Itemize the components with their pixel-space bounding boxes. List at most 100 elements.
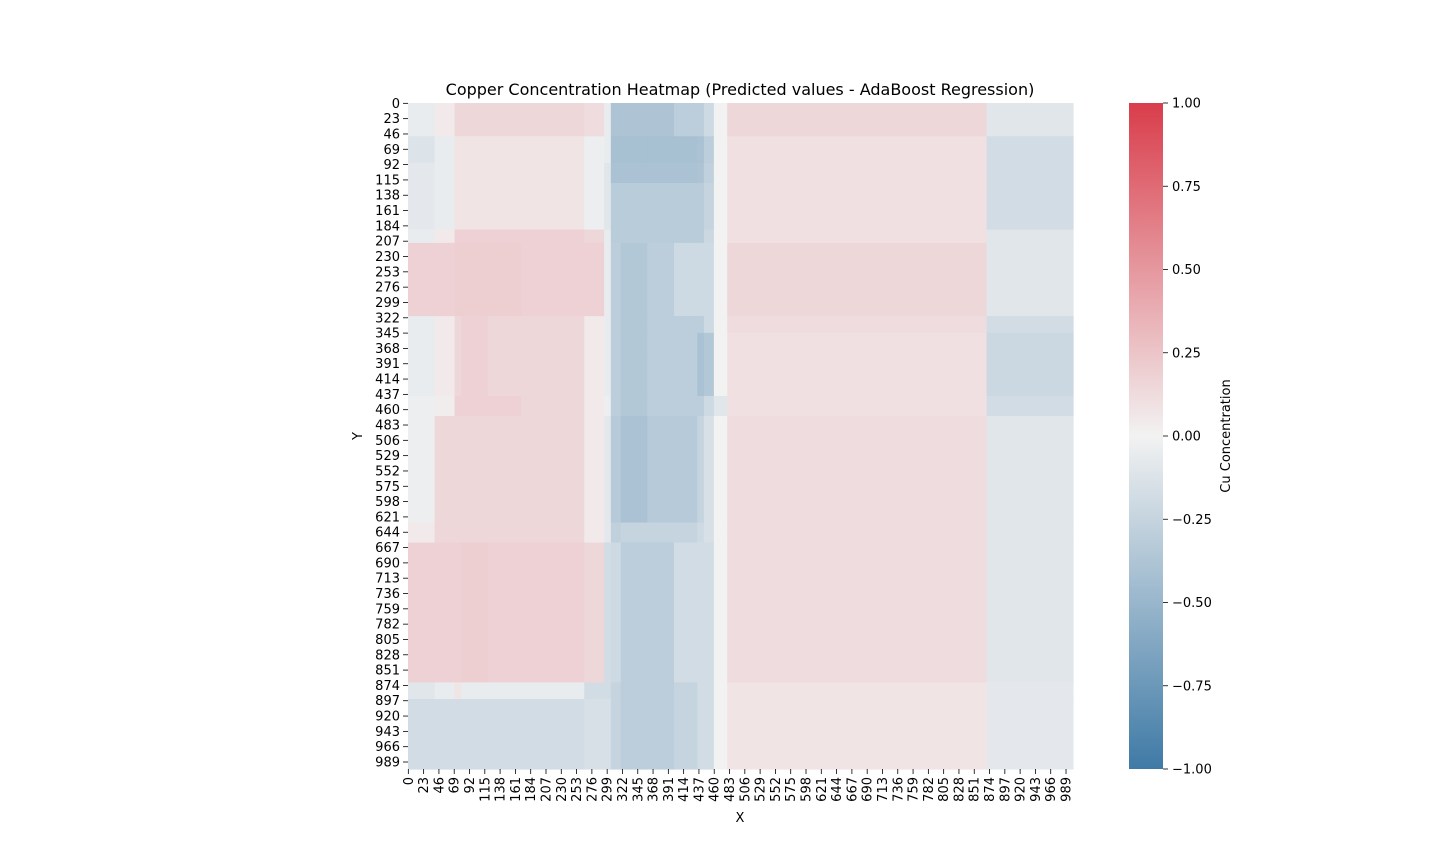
heatmap-cell bbox=[604, 103, 612, 137]
heatmap-cell bbox=[584, 332, 605, 357]
chart-title: Copper Concentration Heatmap (Predicted … bbox=[446, 80, 1035, 99]
heatmap-cell bbox=[454, 182, 462, 231]
heatmap-cell bbox=[986, 316, 1074, 334]
heatmap-cell bbox=[703, 182, 715, 231]
colorbar-tick-label: 0.50 bbox=[1172, 263, 1201, 278]
heatmap-cell bbox=[610, 136, 622, 164]
y-tick-label: 276 bbox=[375, 281, 400, 296]
heatmap-cell bbox=[604, 316, 612, 334]
heatmap-cell bbox=[713, 136, 728, 164]
y-tick-label: 115 bbox=[375, 173, 400, 188]
x-tick-label: 322 bbox=[616, 777, 631, 802]
heatmap-cell bbox=[697, 356, 705, 397]
heatmap-cell bbox=[620, 699, 648, 770]
heatmap-cell bbox=[674, 242, 698, 317]
heatmap-cell bbox=[610, 682, 622, 700]
heatmap-cell bbox=[461, 682, 489, 700]
heatmap-cell bbox=[697, 416, 705, 524]
x-tick-label: 299 bbox=[601, 777, 616, 802]
colorbar-tick-label: −1.00 bbox=[1172, 763, 1212, 778]
x-tick-label: 276 bbox=[585, 777, 600, 802]
heatmap-cell bbox=[487, 136, 522, 164]
y-tick-label: 644 bbox=[375, 526, 400, 541]
heatmap-cell bbox=[454, 332, 462, 357]
heatmap-cell bbox=[461, 316, 489, 334]
heatmap-cell bbox=[604, 416, 612, 524]
heatmap-cell bbox=[727, 316, 988, 334]
x-tick-label: 667 bbox=[845, 777, 860, 802]
heatmap-cell bbox=[461, 699, 489, 770]
heatmap-cell bbox=[461, 162, 489, 184]
x-tick-label: 437 bbox=[692, 777, 707, 802]
heatmap-cell bbox=[604, 162, 612, 184]
heatmap-cell bbox=[703, 416, 715, 524]
heatmap-cell bbox=[454, 416, 462, 524]
heatmap-cell bbox=[703, 522, 715, 544]
heatmap-cell bbox=[487, 416, 522, 524]
heatmap-cell bbox=[647, 356, 675, 397]
x-tick-label: 506 bbox=[738, 777, 753, 802]
heatmap-cell bbox=[674, 182, 698, 231]
heatmap-cell bbox=[434, 242, 456, 317]
x-tick-label: 621 bbox=[815, 777, 830, 802]
heatmap-cell bbox=[461, 522, 489, 544]
heatmap-cell bbox=[584, 242, 605, 317]
x-tick-label: 368 bbox=[647, 777, 662, 802]
heatmap-cell bbox=[434, 416, 456, 524]
heatmap-cell bbox=[713, 522, 728, 544]
y-tick-label: 828 bbox=[375, 648, 400, 663]
heatmap-cell bbox=[647, 162, 675, 184]
heatmap-cell bbox=[521, 699, 585, 770]
heatmap-cell bbox=[713, 242, 728, 317]
heatmap-cell bbox=[461, 103, 489, 137]
heatmap-cell bbox=[487, 522, 522, 544]
heatmap-cell bbox=[986, 332, 1074, 357]
y-tick-label: 69 bbox=[383, 143, 400, 158]
heatmap-cell bbox=[454, 396, 462, 417]
heatmap-cell bbox=[986, 103, 1074, 137]
heatmap-cell bbox=[674, 396, 698, 417]
x-tick-label: 391 bbox=[662, 777, 677, 802]
heatmap-cell bbox=[454, 162, 462, 184]
y-tick-label: 299 bbox=[375, 296, 400, 311]
heatmap-cell bbox=[434, 332, 456, 357]
y-tick-label: 920 bbox=[375, 710, 400, 725]
x-tick-label: 115 bbox=[478, 777, 493, 802]
heatmap-cell bbox=[408, 229, 436, 244]
heatmap-cell bbox=[408, 182, 436, 231]
heatmap-cell bbox=[521, 522, 585, 544]
heatmap-cell bbox=[674, 356, 698, 397]
heatmap-cell bbox=[697, 396, 705, 417]
heatmap-cell bbox=[408, 522, 436, 544]
heatmap-cell bbox=[703, 699, 715, 770]
heatmap-cell bbox=[604, 242, 612, 317]
heatmap-cell bbox=[454, 242, 462, 317]
x-tick-label: 874 bbox=[983, 777, 998, 802]
heatmap-cell bbox=[604, 182, 612, 231]
heatmap-cell bbox=[461, 332, 489, 357]
heatmap-cell bbox=[461, 356, 489, 397]
heatmap-cell bbox=[703, 356, 715, 397]
y-tick-label: 897 bbox=[375, 694, 400, 709]
x-tick-label: 644 bbox=[830, 777, 845, 802]
heatmap-cell bbox=[408, 356, 436, 397]
y-tick-label: 874 bbox=[375, 679, 400, 694]
heatmap-cell bbox=[713, 699, 728, 770]
x-tick-label: 713 bbox=[876, 777, 891, 802]
heatmap-cell bbox=[620, 242, 648, 317]
heatmap-cell bbox=[727, 356, 988, 397]
y-tick-label: 989 bbox=[375, 756, 400, 771]
heatmap-cell bbox=[986, 522, 1074, 544]
heatmap-cell bbox=[584, 542, 605, 684]
heatmap-cell bbox=[454, 699, 462, 770]
y-tick-label: 460 bbox=[375, 403, 400, 418]
y-tick-label: 391 bbox=[375, 357, 400, 372]
heatmap-cell bbox=[727, 242, 988, 317]
heatmap-cell bbox=[434, 356, 456, 397]
heatmap-cell bbox=[727, 682, 988, 700]
heatmap-cell bbox=[408, 416, 436, 524]
heatmap-cell bbox=[713, 356, 728, 397]
x-tick-label: 966 bbox=[1044, 777, 1059, 802]
x-tick-label: 253 bbox=[570, 777, 585, 802]
